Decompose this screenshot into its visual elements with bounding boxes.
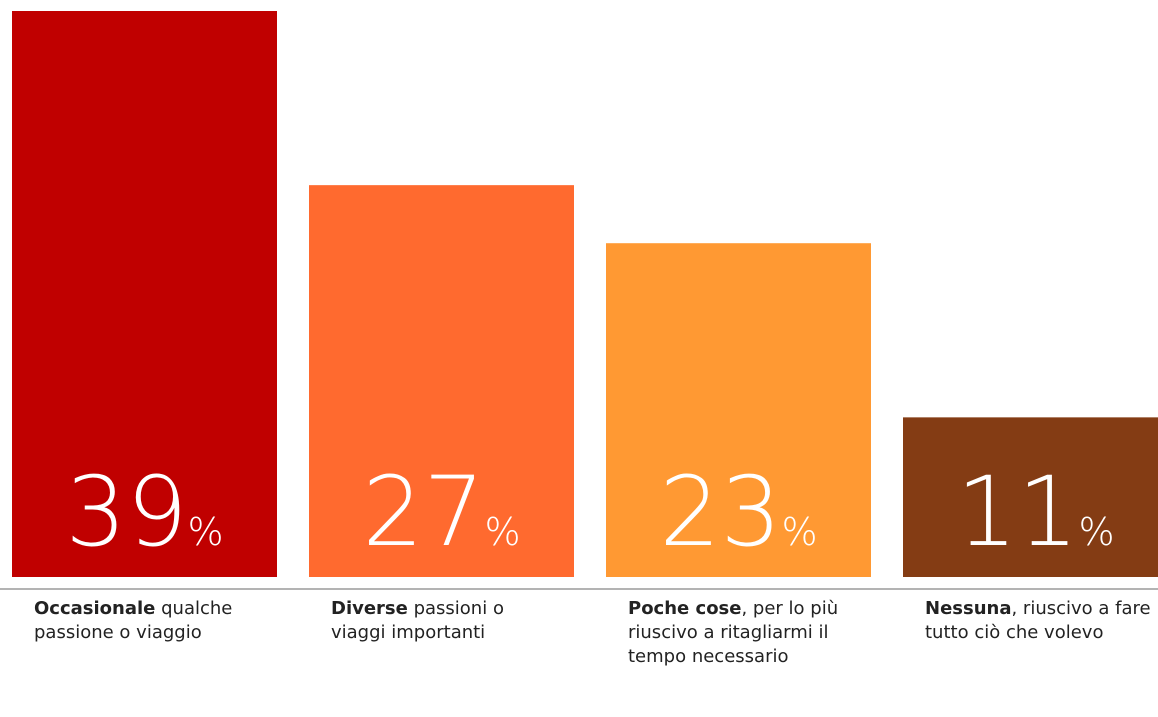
category-label: Diverse passioni o viaggi importanti [331,597,563,645]
bar [309,185,574,577]
value-label-part: % [782,510,818,554]
value-label: 11% [956,456,1114,568]
value-label-part: % [485,510,521,554]
category-label: Poche cose, per lo più riuscivo a ritagl… [628,597,860,669]
value-label-part: % [1079,510,1115,554]
bar [903,417,1158,577]
bar [12,11,277,577]
category-text: qualche passione o viaggio [34,598,233,643]
category-term: Poche cose [628,598,742,619]
category-text: passioni o viaggi importanti [331,598,504,643]
value-label: 23% [659,456,817,568]
value-label: 27% [362,456,520,568]
value-label-part: % [188,510,224,554]
bar [606,243,871,577]
category-term: Diverse [331,598,408,619]
value-label-part: 11 [956,456,1078,568]
category-text: , riuscivo a fare tutto ciò che volevo [925,598,1151,643]
category-label: Nessuna, riuscivo a fare tutto ciò che v… [925,597,1157,645]
category-label: Occasionale qualche passione o viaggio [34,597,266,645]
category-term: Occasionale [34,598,156,619]
value-label-part: 23 [659,456,781,568]
category-text: , per lo più riuscivo a ritagliarmi il t… [628,598,839,667]
category-term: Nessuna [925,598,1012,619]
value-label-part: 39 [65,456,187,568]
value-label: 39% [65,456,223,568]
value-label-part: 27 [362,456,484,568]
